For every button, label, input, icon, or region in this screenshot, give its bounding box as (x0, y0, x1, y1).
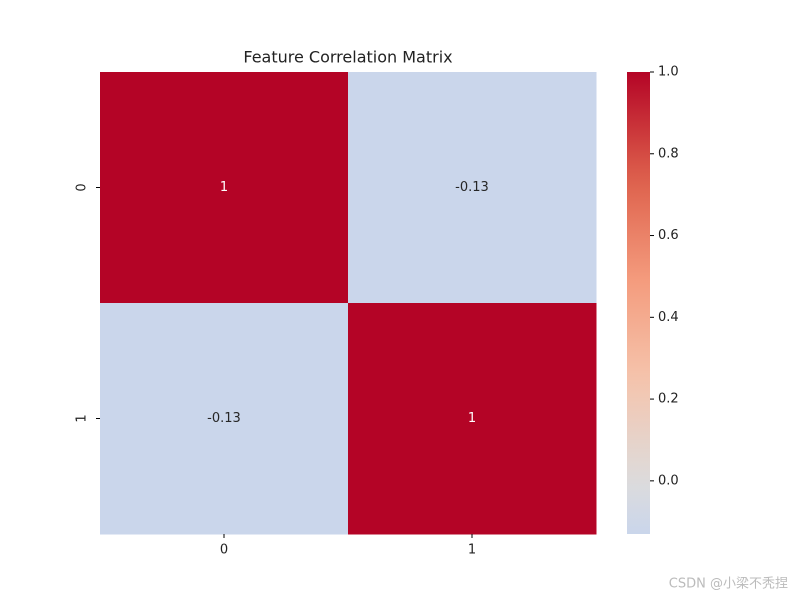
colorbar-tick-label: 0.6 (658, 228, 679, 243)
colorbar-tick-label: 0.8 (658, 146, 679, 161)
cell-label: 1 (468, 411, 476, 426)
watermark: CSDN @小梁不秃捏 (669, 577, 788, 592)
y-tick-label: 1 (75, 414, 90, 422)
cell-label: -0.13 (207, 411, 241, 426)
cell-label: 1 (220, 180, 228, 195)
heatmap-cell (100, 303, 349, 535)
colorbar-tick-label: 0.4 (658, 310, 679, 325)
colorbar-tick-label: 0.2 (658, 392, 679, 407)
cell-label: -0.13 (455, 180, 489, 195)
heatmap-cell (100, 72, 349, 304)
colorbar-tick-label: 0.0 (658, 473, 679, 488)
chart-title: Feature Correlation Matrix (243, 48, 452, 67)
colorbar (627, 72, 650, 534)
colorbar-tick-label: 1.0 (658, 65, 679, 80)
x-tick-label: 1 (468, 543, 476, 558)
y-tick-label: 0 (75, 183, 90, 191)
x-tick-label: 0 (220, 543, 228, 558)
heatmap-cell (348, 303, 597, 535)
heatmap-cell (348, 72, 597, 304)
